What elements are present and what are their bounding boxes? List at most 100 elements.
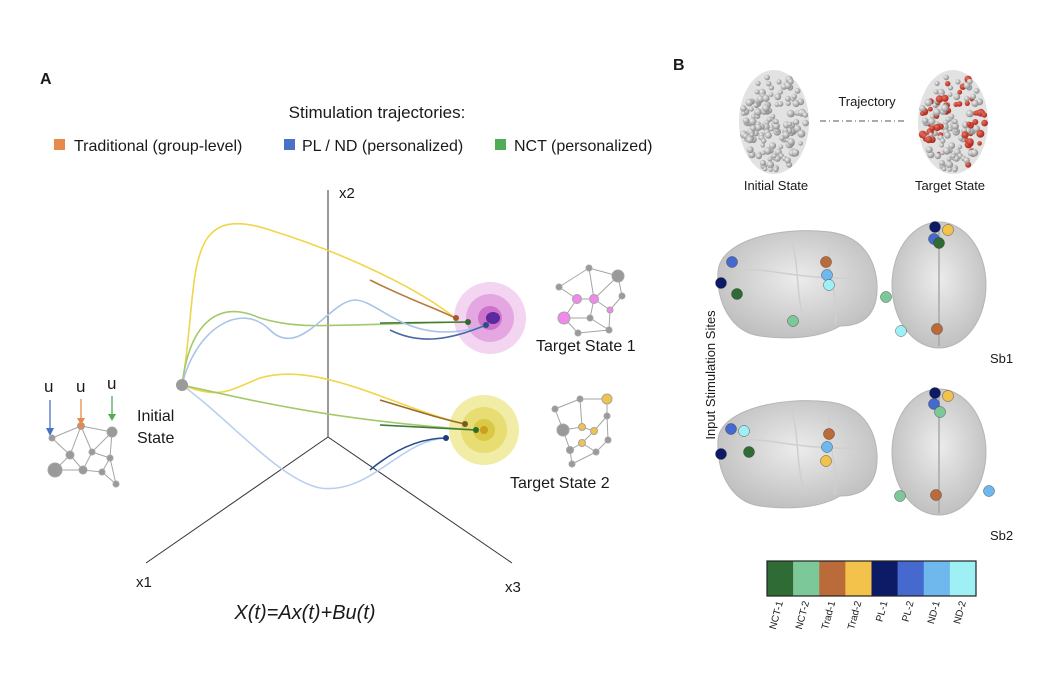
target-network-graph-2 <box>551 393 613 468</box>
node-sphere <box>748 117 757 126</box>
node-sphere <box>924 98 933 107</box>
colorbar-label: PL-2 <box>901 600 917 624</box>
target-state-brain <box>918 70 988 174</box>
node-sphere <box>740 105 747 112</box>
node-sphere <box>947 85 954 91</box>
stimulation-site-sphere <box>731 288 743 300</box>
node-sphere <box>746 146 754 154</box>
node-sphere <box>777 101 784 107</box>
node-sphere <box>970 149 979 157</box>
node-sphere <box>785 95 791 102</box>
nct-trajectory-1 <box>181 310 469 386</box>
legend-label-nct: NCT (personalized) <box>514 138 652 155</box>
node-sphere <box>927 117 936 126</box>
node-sphere <box>952 167 958 173</box>
initial-state-point <box>176 379 188 391</box>
node-sphere <box>767 156 773 162</box>
node-sphere <box>934 152 942 160</box>
node-sphere <box>776 79 782 85</box>
target-state-2-label: Target State 2 <box>510 475 610 492</box>
legend-swatch-pl-nd <box>284 139 295 150</box>
node-sphere <box>749 132 754 137</box>
x3-axis <box>327 436 513 564</box>
node-sphere <box>778 89 784 95</box>
stimulation-site-sphere <box>738 425 750 437</box>
target-node-sphere <box>976 129 985 138</box>
node-sphere <box>919 105 926 112</box>
panel-a-label: A <box>40 71 52 88</box>
node-sphere <box>942 166 947 172</box>
stimulation-site-sphere <box>880 291 892 303</box>
stimulation-site-sphere <box>821 441 833 453</box>
x1-label: x1 <box>136 574 152 591</box>
node-sphere <box>768 92 774 97</box>
node-sphere <box>966 78 973 85</box>
node-sphere <box>768 167 773 172</box>
node-sphere <box>742 117 750 124</box>
target-node-sphere <box>957 89 963 95</box>
target-node-sphere <box>933 123 941 131</box>
node-sphere <box>802 119 809 127</box>
node-sphere <box>770 113 776 119</box>
stimulation-site-sphere <box>743 446 755 458</box>
node-sphere <box>754 123 762 131</box>
colorbar-label: Trad-2 <box>846 600 864 631</box>
node-sphere <box>973 88 980 94</box>
node-sphere <box>940 150 945 156</box>
node-sphere <box>802 112 809 118</box>
colorbar-cell-nct-1 <box>767 561 794 596</box>
subject-1-lateral-brain <box>717 230 878 339</box>
colorbar-label: NCT-1 <box>768 600 786 631</box>
node-sphere <box>756 95 765 103</box>
stimulation-site-sphere <box>934 406 946 418</box>
node-sphere <box>963 157 970 164</box>
node-sphere <box>787 78 794 85</box>
initial-state-label-line2: State <box>137 430 174 447</box>
target-node-sphere <box>961 131 969 139</box>
node-sphere <box>794 88 801 94</box>
node-sphere <box>934 80 940 86</box>
node-sphere <box>768 85 775 91</box>
node-sphere <box>798 141 803 146</box>
trajectory-endpoints <box>443 315 489 441</box>
colorbar-label: ND-2 <box>952 600 969 626</box>
colorbar-label: ND-1 <box>926 600 943 626</box>
stimulation-site-sphere <box>942 224 954 236</box>
node-sphere <box>933 108 941 116</box>
node-sphere <box>925 146 933 154</box>
node-sphere <box>951 153 956 159</box>
colorbar-cell-trad-2 <box>845 561 872 596</box>
target-node-sphere <box>966 121 972 127</box>
node-sphere <box>754 108 762 116</box>
node-sphere <box>755 80 761 86</box>
node-sphere <box>942 147 951 155</box>
target-state-brain-label: Target State <box>915 178 985 193</box>
colorbar: NCT-1 NCT-2 Trad-1 Trad-2 PL-1 PL-2 ND-1 ND-2 <box>766 560 977 631</box>
stimulation-site-sphere <box>894 490 906 502</box>
stimulation-site-sphere <box>715 448 727 460</box>
node-sphere <box>764 74 770 81</box>
node-sphere <box>965 109 974 118</box>
stimulation-sites <box>715 221 995 502</box>
target-node-sphere <box>945 81 951 87</box>
legend-label-pl-nd: PL / ND (personalized) <box>302 138 463 155</box>
legend-swatch-traditional <box>54 139 65 150</box>
node-sphere <box>759 159 766 166</box>
node-sphere <box>754 89 760 95</box>
node-sphere <box>782 131 790 139</box>
target-node-sphere <box>977 141 982 146</box>
target-node-sphere <box>966 138 974 146</box>
node-sphere <box>755 152 763 160</box>
node-sphere <box>769 142 777 150</box>
colorbar-cell-pl-1 <box>871 561 898 596</box>
input-u-pl-nd: u <box>44 377 53 396</box>
target-node-sphere <box>972 119 979 125</box>
node-sphere <box>939 143 944 148</box>
stimulation-site-sphere <box>931 323 943 335</box>
node-sphere <box>761 150 766 156</box>
trajectories <box>181 223 487 490</box>
stimulation-site-sphere <box>930 489 942 501</box>
node-sphere <box>751 114 756 119</box>
stimulation-site-sphere <box>933 237 945 249</box>
